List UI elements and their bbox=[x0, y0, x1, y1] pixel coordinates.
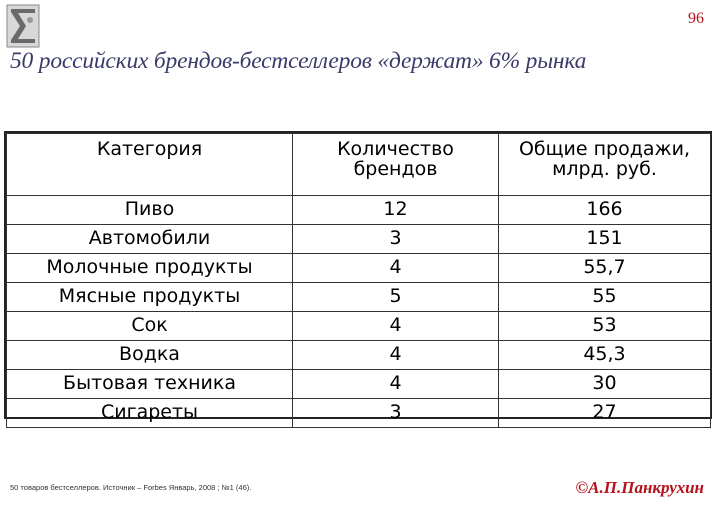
table-row: Пиво 12 166 bbox=[6, 195, 711, 225]
cell-category: Пиво bbox=[6, 195, 293, 225]
table-header-row: Категория Количество брендов Общие прода… bbox=[6, 133, 711, 196]
table-row: Сок 4 53 bbox=[6, 311, 711, 341]
cell-category: Сигареты bbox=[6, 398, 293, 428]
table-row: Молочные продукты 4 55,7 bbox=[6, 253, 711, 283]
cell-sales: 45,3 bbox=[498, 340, 711, 370]
cell-brands: 4 bbox=[292, 340, 499, 370]
table-row: Бытовая техника 4 30 bbox=[6, 369, 711, 399]
cell-sales: 53 bbox=[498, 311, 711, 341]
author-credit: ©А.П.Панкрухин bbox=[575, 478, 704, 497]
cell-brands: 12 bbox=[292, 195, 499, 225]
table-row: Водка 4 45,3 bbox=[6, 340, 711, 370]
cell-brands: 3 bbox=[292, 224, 499, 254]
cell-category: Молочные продукты bbox=[6, 253, 293, 283]
cell-category: Мясные продукты bbox=[6, 282, 293, 312]
cell-brands: 4 bbox=[292, 369, 499, 399]
table-row: Мясные продукты 5 55 bbox=[6, 282, 711, 312]
cell-brands: 4 bbox=[292, 253, 499, 283]
source-footnote: 50 товаров бестселлеров. Источник – Forb… bbox=[10, 483, 252, 492]
cell-sales: 27 bbox=[498, 398, 711, 428]
cell-sales: 166 bbox=[498, 195, 711, 225]
column-header-category: Категория bbox=[6, 133, 293, 196]
column-header-sales: Общие продажи, млрд. руб. bbox=[498, 133, 711, 196]
cell-brands: 4 bbox=[292, 311, 499, 341]
page-number: 96 bbox=[688, 10, 704, 27]
data-table: Категория Количество брендов Общие прода… bbox=[4, 131, 712, 428]
cell-sales: 30 bbox=[498, 369, 711, 399]
cell-category: Сок bbox=[6, 311, 293, 341]
slide-title: 50 российских брендов-бестселлеров «держ… bbox=[10, 48, 587, 74]
cell-brands: 3 bbox=[292, 398, 499, 428]
cell-category: Водка bbox=[6, 340, 293, 370]
cell-category: Автомобили bbox=[6, 224, 293, 254]
column-header-brands: Количество брендов bbox=[292, 133, 499, 196]
table-row: Автомобили 3 151 bbox=[6, 224, 711, 254]
cell-sales: 55 bbox=[498, 282, 711, 312]
antenna-logo-icon bbox=[6, 4, 40, 48]
cell-sales: 55,7 bbox=[498, 253, 711, 283]
cell-sales: 151 bbox=[498, 224, 711, 254]
cell-category: Бытовая техника bbox=[6, 369, 293, 399]
table-row: Сигареты 3 27 bbox=[6, 398, 711, 428]
cell-brands: 5 bbox=[292, 282, 499, 312]
